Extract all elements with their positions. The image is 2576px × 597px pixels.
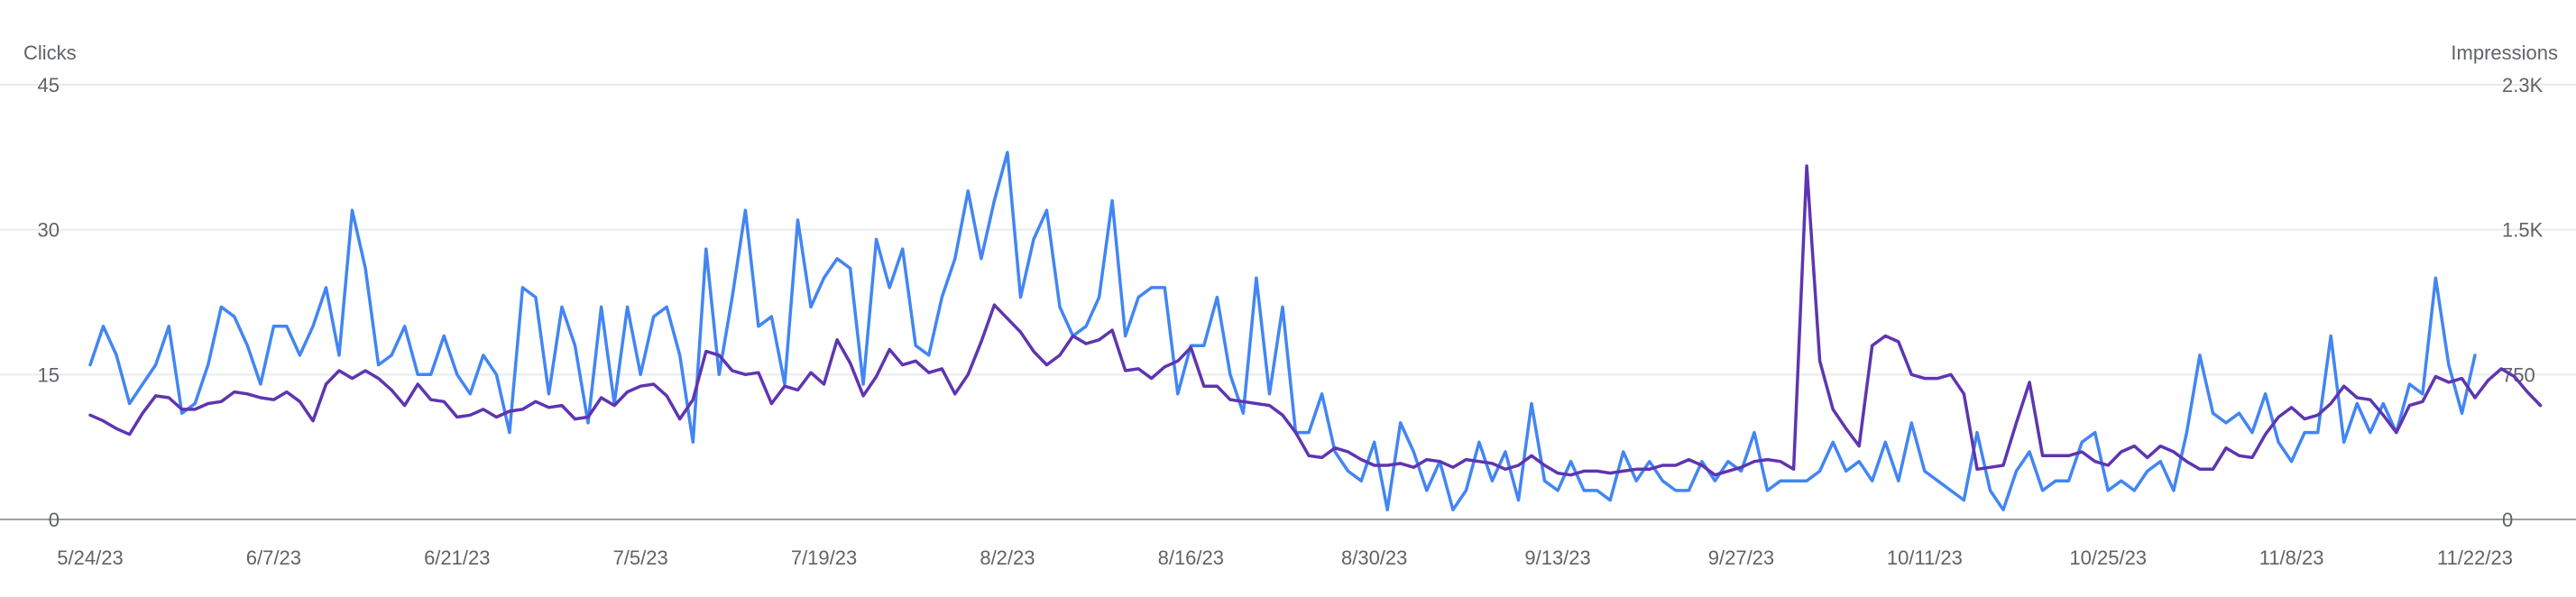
left-tick-label: 15 (38, 363, 60, 386)
x-tick-label: 8/30/23 (1341, 546, 1407, 569)
right-tick-label: 0 (2502, 509, 2513, 531)
impressions-series-line (88, 164, 2543, 477)
x-tick-label: 8/2/23 (980, 546, 1035, 569)
right-tick-label: 1.5K (2502, 219, 2544, 242)
x-tick-label: 7/5/23 (613, 546, 668, 569)
x-tick-label: 8/16/23 (1158, 546, 1224, 569)
x-tick-label: 6/21/23 (424, 546, 490, 569)
x-tick-label: 5/24/23 (57, 546, 123, 569)
left-tick-label: 45 (38, 74, 60, 96)
right-tick-label: 2.3K (2502, 74, 2544, 96)
x-tick-label: 11/8/23 (2259, 546, 2324, 569)
x-axis-ticks: 5/24/23 6/7/23 6/21/23 7/5/23 7/19/23 8/2/23 8… (57, 546, 2513, 569)
x-tick-label: 6/7/23 (246, 546, 301, 569)
series-lines (88, 151, 2543, 512)
x-tick-label: 9/13/23 (1524, 546, 1590, 569)
x-tick-label: 7/19/23 (791, 546, 857, 569)
grid-lines (0, 84, 2576, 520)
clicks-series-line (88, 151, 2477, 512)
left-tick-label: 30 (38, 219, 60, 242)
left-axis-title: Clicks (23, 41, 77, 64)
x-tick-label: 10/25/23 (2069, 546, 2147, 569)
right-axis-title: Impressions (2451, 41, 2558, 64)
x-tick-label: 11/22/23 (2437, 546, 2513, 569)
x-tick-label: 10/11/23 (1887, 546, 1963, 569)
left-tick-label: 0 (49, 509, 60, 531)
x-tick-label: 9/27/23 (1708, 546, 1774, 569)
left-axis-ticks: 0 15 30 45 (38, 74, 60, 531)
